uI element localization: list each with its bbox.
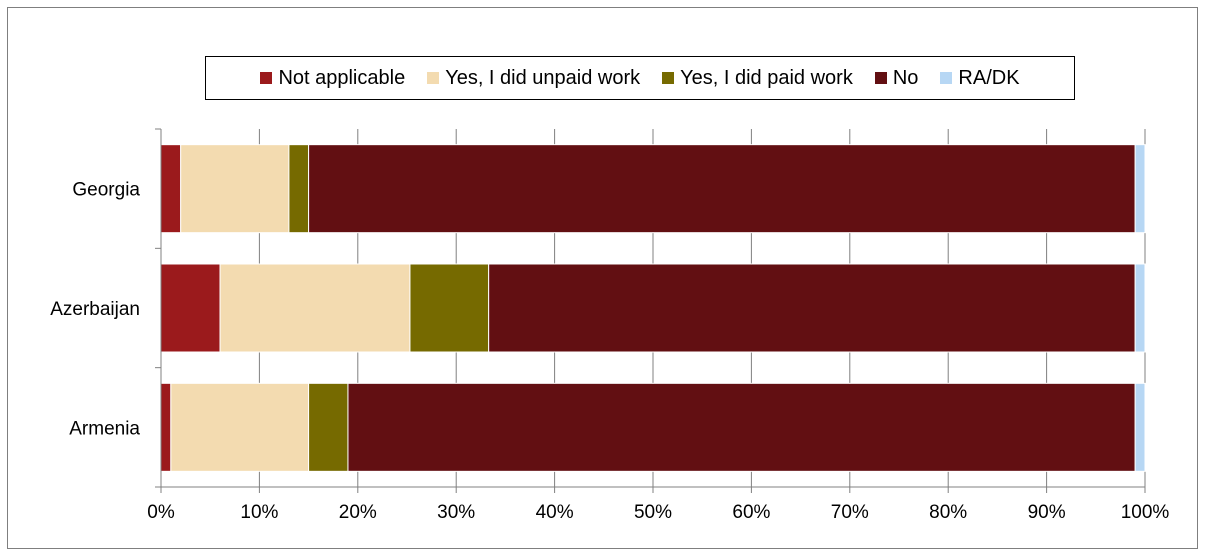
bar-segment xyxy=(160,263,221,353)
legend-label: RA/DK xyxy=(958,66,1020,89)
legend-label: Yes, I did unpaid work xyxy=(445,66,641,89)
bar-segment xyxy=(308,144,1136,234)
bar-segment xyxy=(1134,382,1146,472)
legend: Not applicable Yes, I did unpaid work Yes,… xyxy=(205,56,1075,100)
legend-swatch xyxy=(427,72,440,84)
x-tick-label: 100% xyxy=(1121,502,1170,523)
bar-segment xyxy=(1134,144,1146,234)
bar-segment xyxy=(409,263,490,353)
x-tick-label: 40% xyxy=(536,502,574,523)
bar-segment xyxy=(160,144,182,234)
bar-segment xyxy=(288,144,310,234)
bar-segment xyxy=(347,382,1136,472)
legend-swatch xyxy=(260,72,273,84)
category-label: Georgia xyxy=(72,180,140,201)
bar-segment xyxy=(180,144,290,234)
x-tick-label: 30% xyxy=(437,502,475,523)
x-tick-label: 90% xyxy=(1028,502,1066,523)
bar-segment xyxy=(488,263,1136,353)
bar-segment xyxy=(160,382,172,472)
legend-item: Not applicable xyxy=(260,67,405,90)
x-tick-label: 60% xyxy=(732,502,770,523)
legend-item: No xyxy=(874,66,919,90)
bar-segment xyxy=(1134,263,1146,353)
x-tick-label: 80% xyxy=(929,502,967,523)
bar-segment xyxy=(219,263,411,353)
legend-swatch xyxy=(874,72,887,84)
bar-segment xyxy=(308,382,349,472)
legend-swatch xyxy=(940,72,953,84)
legend-item: RA/DK xyxy=(940,66,1020,90)
x-tick-label: 0% xyxy=(147,502,175,523)
legend-item: Yes, I did unpaid work xyxy=(427,67,640,90)
legend-label: No xyxy=(892,66,919,89)
category-label: Armenia xyxy=(69,418,140,439)
legend-label: Yes, I did paid work xyxy=(680,66,853,89)
x-tick-label: 20% xyxy=(339,502,377,523)
x-tick-label: 10% xyxy=(240,502,278,523)
x-tick-label: 70% xyxy=(831,502,869,523)
bar-segment xyxy=(170,382,310,472)
x-tick-label: 50% xyxy=(634,502,672,523)
legend-label: Not applicable xyxy=(278,66,406,89)
category-label: Azerbaijan xyxy=(50,299,140,320)
legend-swatch xyxy=(662,72,675,84)
legend-item: Yes, I did paid work xyxy=(662,67,853,90)
